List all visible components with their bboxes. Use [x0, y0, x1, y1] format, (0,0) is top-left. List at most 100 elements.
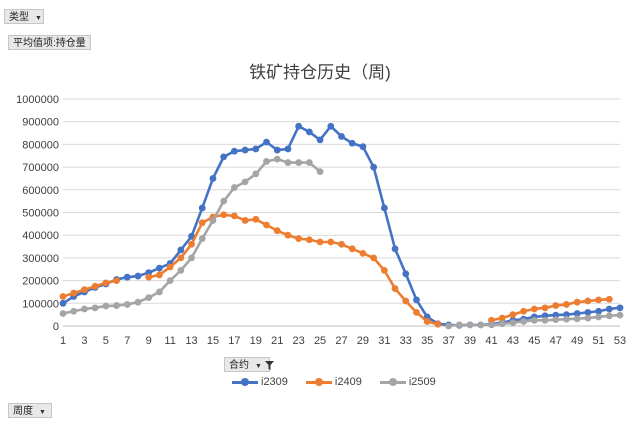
data-point-i2309	[156, 264, 163, 272]
dropdown-arrow-icon: ▼	[35, 15, 42, 22]
contract-filter-button[interactable]: 合约 ▼	[224, 357, 274, 372]
data-point-i2409	[348, 245, 356, 253]
data-point-i2409	[220, 211, 228, 219]
legend-label: i2309	[261, 376, 288, 388]
data-point-i2409	[434, 320, 442, 328]
y-tick-label: 500000	[22, 208, 59, 220]
filter-icon	[264, 360, 274, 370]
type-filter-label: 类型	[9, 12, 29, 23]
data-point-i2409	[563, 301, 570, 308]
data-point-i2309	[605, 305, 613, 313]
data-point-i2409	[530, 305, 538, 313]
data-point-i2509	[605, 312, 613, 320]
chart-title: 铁矿持仓历史（周)	[249, 63, 391, 82]
data-point-i2309	[402, 270, 410, 278]
data-point-i2309	[316, 136, 324, 144]
data-point-i2409	[102, 279, 110, 287]
data-point-i2509	[198, 235, 206, 243]
grid-lines	[63, 98, 620, 327]
data-point-i2509	[466, 321, 474, 329]
data-point-i2409	[541, 304, 549, 312]
data-point-i2409	[145, 273, 153, 281]
data-point-i2409	[316, 238, 324, 246]
value-field-label: 平均值项:持仓量	[13, 38, 86, 49]
data-point-i2509	[509, 319, 517, 326]
data-point-i2309	[230, 147, 238, 155]
data-point-i2509	[455, 321, 463, 329]
data-point-i2409	[573, 298, 581, 306]
data-point-i2509	[584, 314, 592, 322]
legend-item-i2409: i2409	[305, 376, 362, 388]
data-point-i2509	[520, 318, 527, 325]
x-tick-label: 49	[571, 335, 583, 347]
x-tick-label: 47	[550, 335, 562, 347]
data-point-i2509	[81, 305, 88, 313]
x-tick-label: 15	[207, 335, 219, 347]
data-point-i2409	[188, 240, 195, 248]
x-tick-label: 19	[250, 335, 262, 347]
data-point-i2509	[263, 158, 270, 165]
data-point-i2509	[295, 159, 303, 166]
data-point-i2509	[188, 254, 195, 262]
data-point-i2309	[252, 145, 260, 153]
data-point-i2509	[123, 301, 131, 308]
data-point-i2309	[284, 145, 292, 153]
data-point-i2309	[338, 133, 345, 140]
series-line-i2409	[148, 213, 439, 326]
series-i2309	[59, 122, 624, 329]
data-point-i2509	[220, 197, 228, 205]
data-point-i2509	[488, 321, 495, 329]
data-point-i2409	[166, 263, 174, 271]
data-point-i2409	[252, 215, 260, 223]
y-tick-label: 800000	[22, 139, 59, 151]
value-field-button[interactable]: 平均值项:持仓量	[8, 35, 91, 50]
x-tick-label: 3	[81, 335, 87, 347]
data-point-i2509	[209, 217, 217, 224]
data-point-i2409	[81, 286, 88, 294]
data-point-i2409	[91, 282, 99, 290]
data-point-i2509	[316, 168, 324, 176]
data-point-i2409	[584, 297, 592, 305]
data-point-i2309	[573, 310, 581, 317]
data-point-i2509	[91, 304, 99, 312]
dropdown-arrow-icon: ▼	[39, 409, 46, 416]
data-point-i2409	[230, 212, 238, 220]
type-filter-button[interactable]: 类型 ▼	[4, 9, 44, 24]
data-point-i2409	[338, 240, 345, 248]
data-point-i2409	[273, 227, 281, 235]
y-tick-label: 700000	[22, 162, 59, 174]
data-point-i2509	[230, 184, 238, 191]
data-point-i2309	[305, 128, 313, 136]
week-filter-button[interactable]: 周度 ▼	[8, 403, 52, 418]
x-tick-label: 53	[614, 335, 626, 347]
data-point-i2409	[359, 249, 367, 257]
data-point-i2309	[327, 122, 335, 130]
data-point-i2509	[541, 316, 549, 324]
x-tick-label: 27	[335, 335, 347, 347]
data-point-i2309	[220, 153, 228, 161]
y-tick-label: 600000	[22, 185, 59, 197]
x-tick-label: 17	[228, 335, 240, 347]
x-tick-label: 43	[507, 335, 519, 347]
data-point-i2509	[145, 294, 153, 302]
series-i2509	[59, 155, 624, 330]
data-point-i2409	[402, 297, 410, 305]
x-tick-label: 45	[528, 335, 540, 347]
legend-marker-icon	[379, 377, 406, 387]
y-tick-label: 300000	[22, 253, 59, 265]
data-point-i2409	[59, 293, 67, 300]
x-tick-label: 23	[293, 335, 305, 347]
data-point-i2309	[209, 175, 217, 182]
data-point-i2509	[498, 320, 506, 328]
data-point-i2509	[273, 155, 281, 163]
data-point-i2409	[263, 221, 270, 229]
y-tick-label: 100000	[22, 298, 59, 310]
x-tick-label: 39	[464, 335, 476, 347]
data-point-i2309	[241, 146, 249, 154]
data-point-i2409	[241, 217, 249, 224]
data-point-i2309	[198, 204, 206, 212]
y-tick-label: 900000	[22, 117, 59, 129]
data-point-i2309	[380, 204, 388, 212]
legend-marker-icon	[305, 377, 332, 387]
